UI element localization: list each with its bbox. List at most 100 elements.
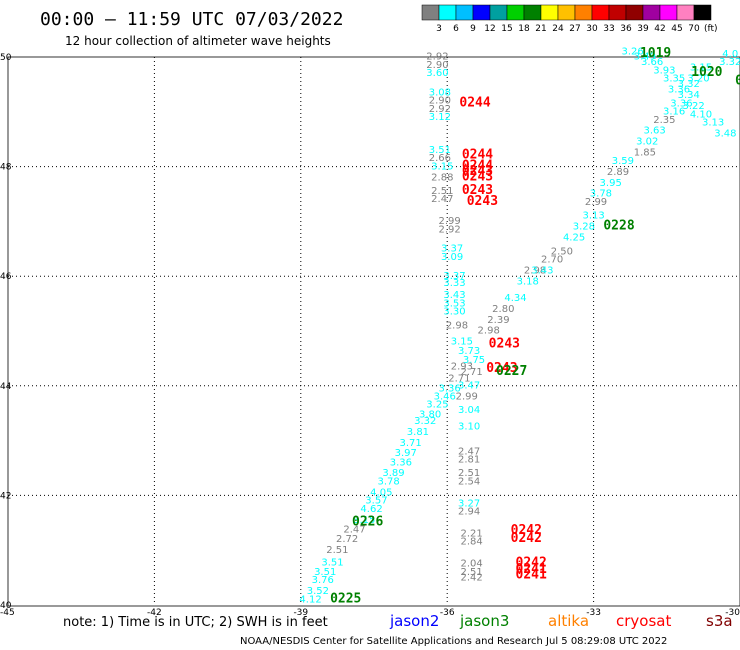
- y-tick-label: 46: [0, 272, 12, 282]
- legend-entry-altika: altika: [548, 612, 589, 630]
- wave-height-label: 4.34: [504, 293, 526, 304]
- pass-time-label: 0244: [459, 95, 490, 110]
- color-scale-label: 6: [453, 24, 459, 34]
- color-scale-label: 33: [603, 24, 614, 34]
- wave-height-label: 2.92: [429, 104, 451, 115]
- wave-height-label: 2.93: [451, 361, 473, 372]
- x-tick-label: -30: [725, 608, 740, 618]
- wave-height-label: 3.32: [719, 57, 740, 68]
- wave-height-label: 3.51: [314, 567, 336, 578]
- pass-time-label: 0242: [516, 556, 547, 571]
- pass-time-label: 0241: [516, 562, 547, 577]
- wave-height-label: 2.92: [439, 224, 461, 235]
- wave-height-label: 3.15: [690, 63, 712, 74]
- wave-height-label: 2.35: [653, 115, 675, 126]
- color-scale-label: 39: [637, 24, 649, 34]
- color-swatch: [557, 4, 576, 21]
- wave-height-label: 3.32: [678, 79, 700, 90]
- satellite-legend: jason2 jason3 altika cryosat s3a: [389, 612, 733, 630]
- color-scale-label: 70: [688, 24, 700, 34]
- wave-height-label: 2.51: [326, 545, 348, 556]
- wave-height-label: 3.53: [443, 298, 465, 309]
- pass-time-label: 0243: [462, 164, 493, 179]
- wave-height-label: 3.15: [431, 161, 453, 172]
- wave-height-label: 2.51: [431, 186, 453, 197]
- wave-height-label: 3.04: [458, 405, 480, 416]
- color-swatch: [693, 4, 712, 21]
- wave-height-label: 3.47: [458, 381, 480, 392]
- wave-height-points: 4.123.523.763.513.512.512.722.473.154.62…: [299, 46, 740, 605]
- x-tick-label: -39: [293, 608, 308, 618]
- wave-height-label: 3.63: [643, 126, 665, 137]
- wave-height-label: 2.88: [431, 172, 453, 183]
- wave-height-label: 3.78: [378, 476, 400, 487]
- wave-height-label: 2.71: [460, 367, 482, 378]
- wave-height-label: 3.81: [407, 427, 429, 438]
- x-tick-label: -33: [586, 608, 601, 618]
- credit-text: NOAA/NESDIS Center for Satellite Applica…: [240, 636, 667, 647]
- color-scale-label: 45: [671, 24, 682, 34]
- wave-height-label: 3.43: [531, 265, 553, 276]
- color-scale-label: 30: [586, 24, 598, 34]
- page-title: 00:00 – 11:59 UTC 07/03/2022: [40, 9, 343, 30]
- y-tick-label: 42: [0, 491, 11, 501]
- pass-time-label: 0244: [462, 158, 493, 173]
- x-tick-label: -36: [440, 608, 455, 618]
- page-subtitle: 12 hour collection of altimeter wave hei…: [65, 34, 331, 48]
- wave-height-label: 4.05: [370, 487, 392, 498]
- wave-height-label: 2.71: [448, 373, 470, 384]
- wave-height-label: 2.42: [460, 572, 482, 583]
- wave-height-label: 2.99: [585, 197, 607, 208]
- color-swatch: [438, 4, 457, 21]
- wave-height-label: 3.51: [429, 145, 451, 156]
- wave-height-label: 4.10: [690, 109, 712, 120]
- color-scale-bar: 3 6 9 12 15 18 21 24 27 30 33 36 39 42 45 70 (ft): [421, 4, 718, 34]
- color-scale-unit: (ft): [704, 24, 718, 34]
- pass-time-label: 0228: [603, 219, 634, 234]
- color-swatch: [625, 4, 644, 21]
- wave-height-label: 2.47: [343, 525, 365, 536]
- wave-height-label: 2.98: [478, 326, 500, 337]
- color-swatch: [659, 4, 678, 21]
- wave-height-label: 3.09: [441, 252, 463, 263]
- wave-height-label: 3.34: [678, 90, 700, 101]
- wave-height-label: 2.81: [458, 455, 480, 466]
- wave-height-label: 3.46: [434, 392, 456, 403]
- wave-height-label: 2.66: [429, 153, 451, 164]
- wave-height-label: 3.33: [443, 278, 465, 289]
- color-scale-label: 3: [436, 24, 442, 34]
- wave-height-label: 3.78: [590, 189, 612, 200]
- x-tick-label: -42: [147, 608, 162, 618]
- pass-time-label: 0243: [467, 194, 498, 209]
- color-swatch: [455, 4, 474, 21]
- wave-height-label: 3.66: [641, 57, 663, 68]
- color-swatch: [608, 4, 627, 21]
- wave-height-label: 3.37: [441, 244, 463, 255]
- wave-height-label: 2.54: [458, 476, 480, 487]
- wave-height-label: 2.90: [429, 96, 451, 107]
- color-swatch: [523, 4, 542, 21]
- y-tick-label: 44: [0, 382, 12, 392]
- wave-height-label: 3.20: [687, 74, 709, 85]
- color-scale-label: 18: [518, 24, 530, 34]
- color-swatch: [676, 4, 695, 21]
- color-scale-label: 42: [654, 24, 665, 34]
- legend-entry-cryosat: cryosat: [616, 612, 671, 630]
- color-swatch: [574, 4, 593, 21]
- pass-time-label: 0241: [516, 568, 547, 583]
- color-swatch: [540, 4, 559, 21]
- wave-height-label: 2.90: [426, 60, 448, 71]
- wave-height-label: 4.25: [563, 233, 585, 244]
- wave-height-label: 3.76: [312, 575, 334, 586]
- wave-height-label: 2.04: [460, 559, 482, 570]
- wave-height-label: 2.47: [458, 446, 480, 457]
- wave-height-label: 3.95: [600, 178, 622, 189]
- grid-lines: [8, 57, 740, 605]
- wave-height-label: 4.12: [299, 594, 321, 605]
- pass-time-labels: 0244024402440243024302430243024302430227…: [330, 46, 740, 606]
- wave-height-label: 3.15: [353, 515, 375, 526]
- color-scale-label: 24: [552, 24, 564, 34]
- wave-height-label: 2.39: [487, 315, 509, 326]
